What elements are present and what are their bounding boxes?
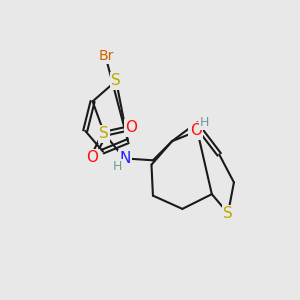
Text: H: H — [200, 116, 209, 129]
Text: Br: Br — [98, 49, 113, 63]
Text: S: S — [111, 73, 121, 88]
Text: N: N — [119, 151, 131, 166]
Text: O: O — [87, 150, 99, 165]
Text: O: O — [190, 123, 202, 138]
Text: O: O — [125, 120, 137, 135]
Text: H: H — [112, 160, 122, 173]
Text: S: S — [100, 126, 109, 141]
Text: S: S — [223, 206, 233, 221]
